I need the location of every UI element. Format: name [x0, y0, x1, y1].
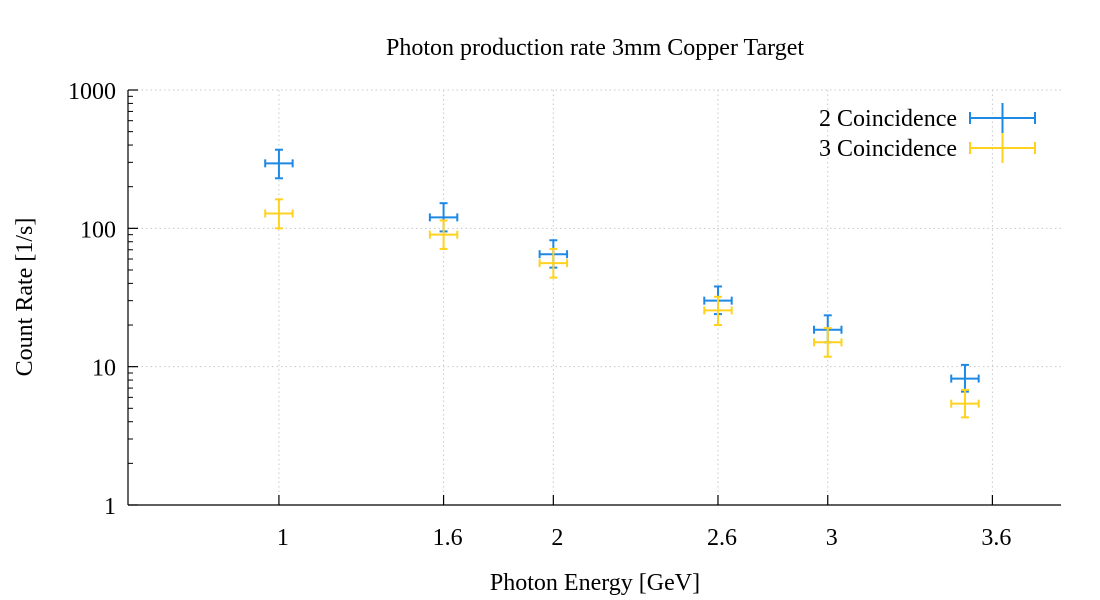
y-tick-label: 1 — [104, 494, 116, 520]
data-point — [703, 295, 733, 327]
data-points — [264, 148, 980, 419]
axes — [127, 90, 1061, 506]
x-tick-label: 2.6 — [707, 525, 737, 551]
chart-title: Photon production rate 3mm Copper Target — [386, 35, 804, 61]
y-axis-label: Count Rate [1/s] — [12, 218, 38, 377]
data-point — [264, 148, 294, 180]
x-tick-label: 3.6 — [981, 525, 1011, 551]
legend-entry: 3 Coincidence — [819, 133, 1036, 163]
data-point — [813, 327, 843, 358]
y-tick-label: 1000 — [68, 79, 116, 105]
y-tick-label: 10 — [92, 356, 116, 382]
data-point — [950, 388, 980, 419]
data-point — [428, 219, 459, 250]
y-tick-label: 100 — [80, 217, 116, 243]
x-tick-label: 3 — [826, 525, 838, 551]
x-tick-label: 1.6 — [433, 525, 463, 551]
legend: 2 Coincidence 3 Coincidence — [819, 103, 1036, 163]
x-tick-label: 1 — [277, 525, 289, 551]
y-axis-ticks: 1 10 100 1000 — [68, 79, 138, 520]
legend-label: 2 Coincidence — [819, 106, 957, 132]
data-point — [950, 363, 980, 393]
data-point — [264, 198, 294, 230]
legend-label: 3 Coincidence — [819, 136, 957, 162]
x-tick-label: 2 — [551, 525, 563, 551]
data-point — [538, 247, 569, 279]
x-axis-label: Photon Energy [GeV] — [490, 570, 700, 596]
legend-entry: 2 Coincidence — [819, 103, 1036, 133]
x-axis-ticks: 1 1.6 2 2.6 3 3.6 — [277, 495, 1011, 551]
